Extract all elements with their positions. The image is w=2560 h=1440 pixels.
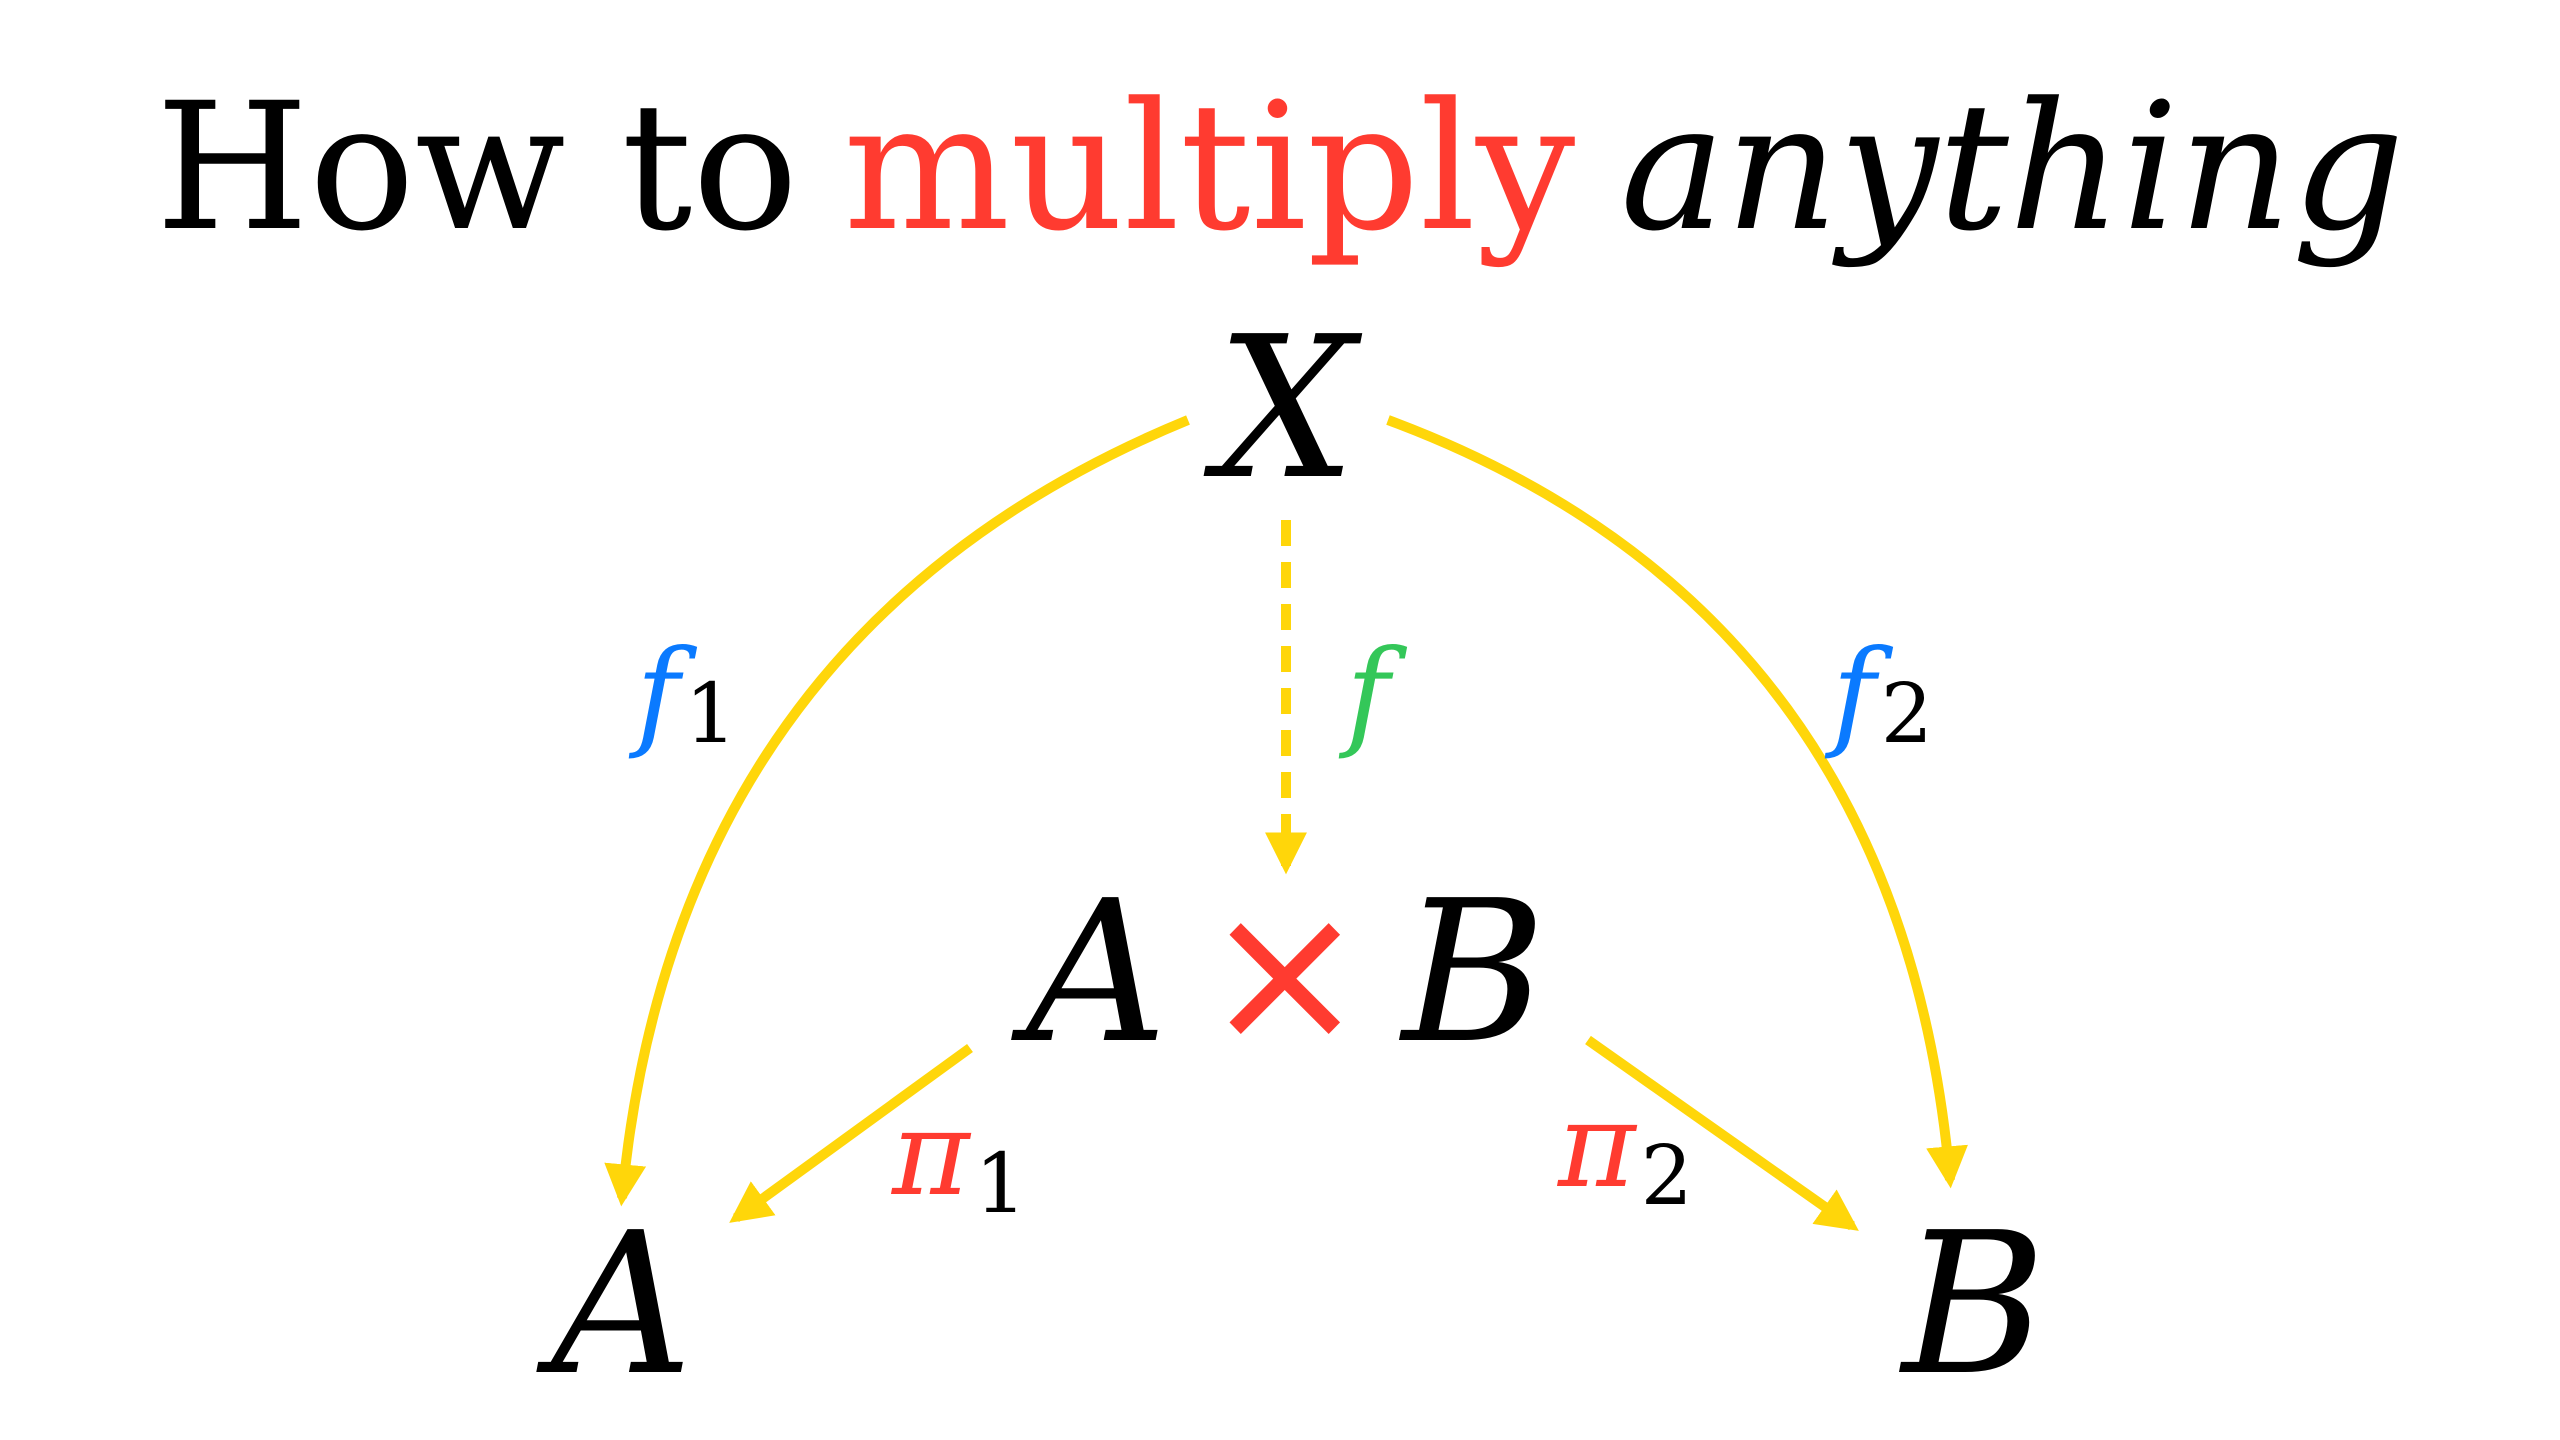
arrow-f1 [604,415,1190,1207]
arrow-pi1 [729,1043,973,1223]
node-a: A [536,1191,693,1419]
label-pi1-symbol: π [890,1084,972,1222]
label-pi2-subscript: 2 [1641,1129,1693,1224]
arrow-pi2 [1585,1035,1859,1231]
label-pi1-subscript: 1 [975,1137,1027,1232]
label-f2: f 2 [1824,624,1933,762]
page-title: How to multiply anything [156,65,2405,270]
label-pi2: π 2 [1556,1076,1693,1224]
node-product: A × B [1011,859,1546,1087]
product-factor-a: A [1011,859,1168,1087]
title-part-anything: anything [1620,65,2404,270]
node-x: X [1203,295,1363,523]
node-b: B [1899,1191,2046,1419]
product-factor-b: B [1399,859,1546,1087]
label-pi1: π 1 [890,1084,1027,1232]
label-pi2-symbol: π [1556,1076,1638,1214]
label-f1: f 1 [628,624,737,762]
title-part-multiply: multiply [843,65,1575,270]
arrow-f2 [1386,415,1968,1189]
label-f2-subscript: 2 [1881,667,1933,762]
label-f1-subscript: 1 [685,667,737,762]
product-times-symbol: × [1203,859,1367,1087]
title-part-how-to: How to [156,65,799,270]
label-f: f [1338,624,1408,762]
label-f-symbol: f [1338,624,1408,762]
